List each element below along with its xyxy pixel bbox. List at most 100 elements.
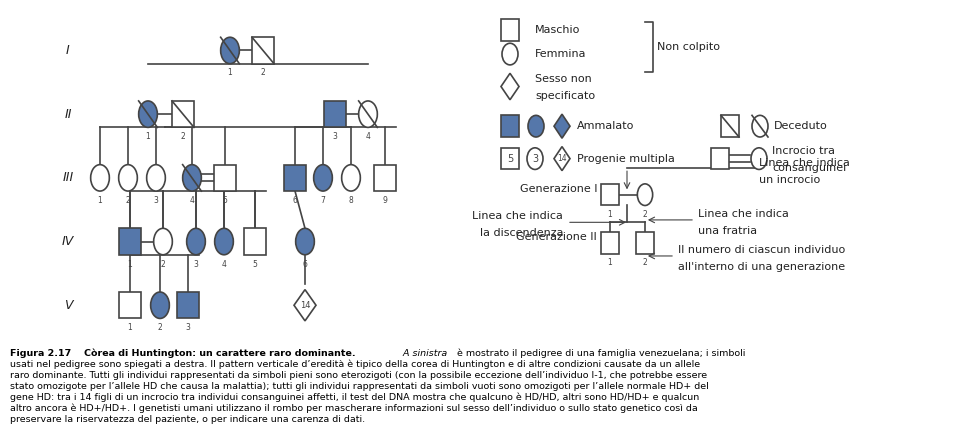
Bar [501, 19, 519, 41]
Text: IV: IV [62, 235, 74, 248]
Text: Generazione II: Generazione II [516, 232, 597, 242]
Text: usati nel pedigree sono spiegati a destra. Il pattern verticale d’eredità è tipi: usati nel pedigree sono spiegati a destr… [10, 360, 699, 369]
Text: 3: 3 [332, 132, 337, 141]
Text: 1: 1 [608, 210, 612, 219]
Text: 1: 1 [146, 132, 151, 141]
Text: Generazione I: Generazione I [520, 184, 597, 194]
Text: 4: 4 [189, 196, 194, 205]
Bar [636, 232, 654, 254]
Bar [501, 148, 519, 170]
Text: 5: 5 [252, 260, 257, 269]
Text: I: I [66, 44, 70, 57]
Text: Linea che indica: Linea che indica [759, 159, 850, 168]
Text: V: V [64, 299, 72, 312]
Ellipse shape [502, 43, 518, 65]
Text: 3: 3 [185, 323, 190, 332]
Text: Linea che indica: Linea che indica [472, 211, 563, 221]
Bar [252, 37, 274, 64]
Bar [601, 184, 619, 206]
Text: la discendenza: la discendenza [479, 228, 563, 238]
Text: 2: 2 [181, 132, 185, 141]
Bar [711, 148, 729, 170]
Bar [721, 115, 739, 137]
Text: raro dominante. Tutti gli individui rappresentati da simboli pieni sono eterozig: raro dominante. Tutti gli individui rapp… [10, 371, 707, 380]
Bar [374, 164, 396, 191]
Polygon shape [554, 147, 570, 171]
Ellipse shape [342, 164, 360, 191]
Text: 8: 8 [349, 196, 354, 205]
Text: 6: 6 [293, 196, 298, 205]
Text: Non colpito: Non colpito [657, 42, 720, 52]
Bar [214, 164, 236, 191]
Text: 1: 1 [608, 258, 612, 267]
Text: 1: 1 [128, 260, 132, 269]
Text: specificato: specificato [535, 91, 595, 101]
Text: Figura 2.17  Còrea di Huntington: un carattere raro dominante.: Figura 2.17 Còrea di Huntington: un cara… [10, 348, 355, 358]
Bar [172, 101, 194, 128]
Ellipse shape [154, 228, 172, 255]
Text: 2: 2 [642, 210, 647, 219]
Ellipse shape [147, 164, 165, 191]
Ellipse shape [183, 164, 201, 191]
Text: 1: 1 [98, 196, 102, 205]
Text: Ammalato: Ammalato [577, 121, 635, 131]
Ellipse shape [214, 228, 234, 255]
Bar [119, 292, 141, 318]
Ellipse shape [91, 164, 109, 191]
Text: 7: 7 [321, 196, 326, 205]
Text: 5: 5 [507, 153, 513, 164]
Text: è mostrato il pedigree di una famiglia venezuelana; i simboli: è mostrato il pedigree di una famiglia v… [454, 348, 746, 358]
Ellipse shape [139, 101, 157, 128]
Text: 2: 2 [642, 258, 647, 267]
Text: 14: 14 [299, 301, 310, 310]
Text: II: II [65, 108, 71, 121]
Text: preservare la riservatezza del paziente, o per indicare una carenza di dati.: preservare la riservatezza del paziente,… [10, 415, 365, 424]
Ellipse shape [296, 228, 314, 255]
Text: all'interno di una generazione: all'interno di una generazione [678, 262, 845, 272]
Ellipse shape [528, 115, 544, 137]
Bar [244, 228, 266, 255]
Text: Sesso non: Sesso non [535, 74, 592, 84]
Text: stato omozigote per l’allele HD che causa la malattia); tutti gli individui rapp: stato omozigote per l’allele HD che caus… [10, 382, 708, 391]
Text: altro ancora è HD+/HD+. I genetisti umani utilizzano il rombo per mascherare inf: altro ancora è HD+/HD+. I genetisti uman… [10, 404, 697, 414]
Text: 2: 2 [157, 323, 162, 332]
Ellipse shape [527, 148, 543, 170]
Bar [119, 228, 141, 255]
Bar [601, 232, 619, 254]
Text: Progenie multipla: Progenie multipla [577, 153, 675, 164]
Ellipse shape [314, 164, 332, 191]
Text: Deceduto: Deceduto [774, 121, 828, 131]
Text: 3: 3 [154, 196, 158, 205]
Text: Maschio: Maschio [535, 25, 581, 35]
Text: 9: 9 [383, 196, 387, 205]
Text: 2: 2 [126, 196, 130, 205]
Text: 5: 5 [222, 196, 227, 205]
Ellipse shape [638, 184, 653, 206]
Text: 4: 4 [221, 260, 226, 269]
Text: una fratria: una fratria [698, 226, 757, 236]
Bar [501, 115, 519, 137]
Text: un incrocio: un incrocio [759, 175, 820, 185]
Polygon shape [554, 114, 570, 138]
Text: 14: 14 [557, 154, 567, 163]
Text: III: III [63, 171, 73, 184]
Text: 4: 4 [365, 132, 370, 141]
Text: consanguinei: consanguinei [772, 163, 846, 173]
Text: Il numero di ciascun individuo: Il numero di ciascun individuo [678, 245, 845, 255]
Text: A sinistra: A sinistra [400, 348, 447, 357]
Polygon shape [501, 73, 519, 100]
Text: 2: 2 [261, 68, 266, 77]
Text: 6: 6 [302, 260, 307, 269]
Text: gene HD: tra i 14 figli di un incrocio tra individui consanguinei affetti, il te: gene HD: tra i 14 figli di un incrocio t… [10, 393, 699, 402]
Text: Linea che indica: Linea che indica [698, 209, 789, 219]
Text: Femmina: Femmina [535, 49, 586, 59]
Ellipse shape [751, 148, 767, 170]
Ellipse shape [186, 228, 206, 255]
Text: 1: 1 [228, 68, 233, 77]
Text: Incrocio tra: Incrocio tra [772, 147, 835, 156]
Ellipse shape [358, 101, 378, 128]
Polygon shape [294, 289, 316, 321]
Text: 1: 1 [128, 323, 132, 332]
Text: 3: 3 [193, 260, 198, 269]
Ellipse shape [220, 37, 240, 64]
